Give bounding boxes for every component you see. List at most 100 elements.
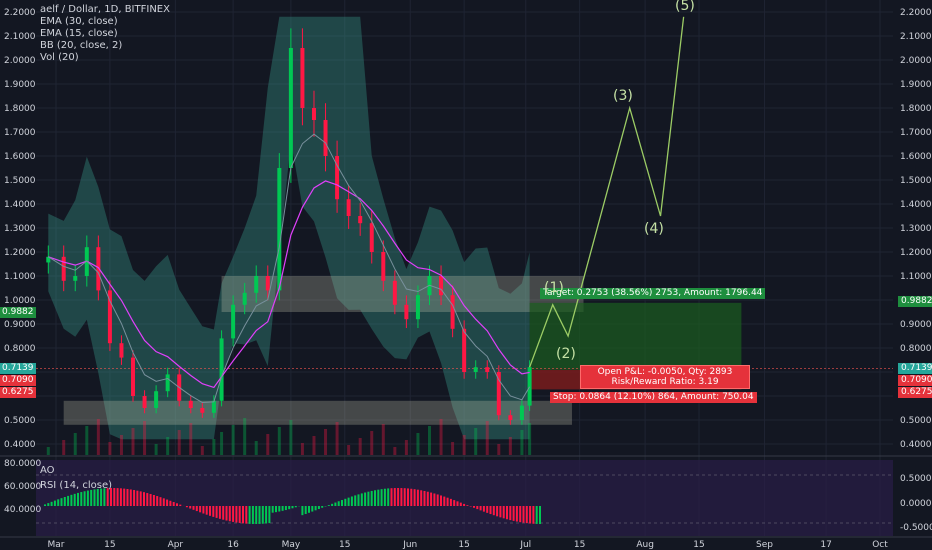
time-axis-tick: 16 [227, 540, 239, 550]
ao-bar [255, 506, 258, 524]
volume-bar [212, 439, 216, 455]
target-zone [529, 302, 742, 370]
ao-bar [423, 490, 426, 506]
ao-bar [321, 506, 324, 508]
ao-bar [499, 506, 502, 518]
left-axis-tick: 1.4000 [4, 200, 36, 210]
ao-bar [235, 506, 238, 523]
ao-bar [251, 506, 254, 524]
candle [508, 415, 513, 420]
left-axis-tick: 1.5000 [4, 176, 36, 186]
left-axis-tick: 2.1000 [4, 32, 36, 42]
volume-bar [312, 436, 316, 455]
ao-bar [440, 495, 442, 506]
left-axis-tick: 0.8000 [4, 344, 36, 354]
volume-bar [46, 447, 50, 455]
volume-bar [497, 444, 501, 455]
candle [369, 223, 374, 252]
ao-bar [67, 495, 70, 506]
left-axis-tick: 1.7000 [4, 128, 36, 138]
ao-bar [228, 506, 231, 522]
ao-bar [93, 489, 96, 506]
wave-label-3: (3) [613, 88, 633, 104]
chart-legend: aelf / Dollar, 1D, BITFINEX EMA (30, clo… [40, 4, 170, 64]
ao-bar [463, 503, 466, 506]
candle [381, 252, 386, 281]
ao-bar [278, 506, 281, 512]
ao-bar [86, 490, 89, 506]
ao-bar [96, 488, 99, 506]
volume-bar [324, 429, 328, 455]
candle [462, 328, 467, 372]
candle [519, 405, 524, 420]
volume-bar [528, 423, 532, 455]
ao-bar [195, 506, 198, 512]
ao-bar [344, 498, 347, 506]
ao-bar [238, 506, 241, 523]
left-axis-tick: 1.3000 [4, 224, 36, 234]
price-axis-tick: 1.1000 [900, 272, 932, 282]
candle [277, 168, 282, 291]
candle [335, 156, 340, 200]
volume-bar [154, 444, 158, 455]
candle [392, 280, 397, 305]
ao-bar [327, 505, 330, 506]
ao-bar [205, 506, 208, 515]
ao-bar [47, 503, 50, 506]
candle [404, 304, 409, 320]
ao-bar [103, 488, 106, 506]
ao-bar [149, 493, 152, 506]
ao-bar [459, 502, 462, 506]
ao-bar [301, 506, 304, 516]
ao-axis-tick: 0.0000 [900, 499, 932, 509]
ao-bar [416, 489, 419, 506]
ao-bar [522, 506, 525, 523]
current-price-tag: 0.7139 [898, 363, 932, 374]
ao-bar [209, 506, 211, 516]
symbol-title: aelf / Dollar, 1D, BITFINEX [40, 4, 170, 15]
ao-bar [258, 506, 261, 524]
legend-bb: BB (20, close, 2) [40, 40, 123, 51]
left-axis-tick: 1.0000 [4, 296, 36, 306]
ao-bar [449, 498, 452, 506]
left-axis-tick: 2.2000 [4, 8, 36, 18]
ao-bar [126, 488, 129, 506]
ao-bar [502, 506, 505, 519]
ao-bar [509, 506, 512, 521]
time-axis-tick: Jun [402, 540, 417, 550]
volume-bar [143, 421, 147, 455]
ao-bar [539, 506, 541, 524]
candle [527, 367, 532, 406]
ao-bar [294, 506, 297, 508]
ao-bar [347, 497, 350, 506]
ao-bar [304, 506, 307, 514]
ao-bar [473, 506, 475, 508]
legend-rsi: RSI (14, close) [40, 480, 113, 491]
ao-bar [367, 491, 370, 506]
left-entry-tag: 0.7090 [0, 375, 36, 386]
candle [61, 256, 66, 281]
ema30-line [48, 180, 530, 389]
ao-bar [159, 497, 162, 506]
ao-bar [430, 492, 433, 506]
ao-bar [436, 494, 439, 506]
ao-bar [410, 488, 413, 506]
ao-bar [393, 488, 396, 506]
volume-bar [131, 428, 135, 455]
legend-ema15: EMA (15, close) [40, 28, 118, 39]
ao-bar [354, 495, 357, 506]
left-axis-tick: 1.8000 [4, 104, 36, 114]
volume-bar [462, 435, 466, 455]
time-axis-tick: Aug [636, 540, 654, 550]
ao-axis-tick: -0.5000 [900, 523, 932, 533]
volume-bar [220, 432, 224, 455]
ao-bar [123, 488, 126, 506]
ao-bar [446, 497, 449, 506]
ao-bar [90, 489, 93, 506]
bollinger-band [48, 16, 530, 440]
ao-bar [248, 506, 251, 524]
volume-bar [254, 441, 258, 455]
volume-bar [62, 440, 66, 455]
volume-bar [119, 435, 123, 455]
